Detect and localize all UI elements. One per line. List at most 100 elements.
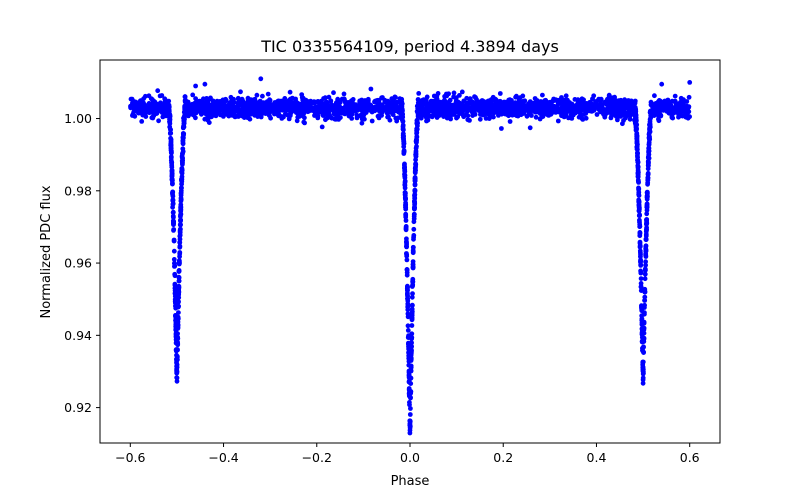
data-point: [568, 112, 574, 118]
data-point: [324, 102, 329, 108]
data-point: [635, 174, 641, 180]
data-point: [488, 109, 494, 114]
data-point: [234, 107, 240, 113]
data-point: [404, 267, 410, 272]
y-tick-label: 0.96: [64, 256, 92, 271]
data-point: [408, 395, 413, 401]
data-point: [451, 90, 457, 96]
x-axis-ticks: −0.6 −0.4 −0.2 0.0 0.2 0.4 0.6: [115, 443, 700, 465]
data-point: [178, 212, 183, 218]
data-point: [414, 126, 420, 132]
data-point: [640, 380, 646, 386]
chart-title: TIC 0335564109, period 4.3894 days: [260, 37, 559, 56]
data-point: [409, 316, 415, 322]
data-point: [501, 99, 507, 105]
data-point: [405, 285, 410, 290]
data-point: [636, 185, 641, 191]
data-point: [170, 202, 176, 207]
data-point: [620, 105, 625, 111]
data-point: [175, 336, 181, 341]
x-tick-label: 0.2: [493, 450, 513, 465]
data-point: [254, 92, 260, 98]
data-point: [627, 116, 633, 122]
data-point: [644, 227, 649, 232]
data-point: [349, 101, 354, 107]
data-point: [643, 233, 649, 239]
data-point: [414, 131, 419, 136]
data-point: [596, 96, 602, 102]
data-point: [643, 259, 648, 265]
data-point: [642, 271, 648, 277]
data-point: [477, 116, 483, 122]
data-point: [474, 106, 480, 112]
data-point: [394, 103, 399, 109]
data-point: [632, 105, 638, 110]
data-point: [648, 108, 653, 114]
data-point: [299, 92, 305, 97]
data-point: [323, 110, 329, 116]
data-point: [406, 370, 412, 375]
data-point: [368, 86, 374, 92]
data-point: [386, 114, 391, 120]
data-point: [174, 347, 179, 352]
data-point: [638, 281, 644, 286]
data-point: [635, 147, 640, 152]
data-point: [395, 107, 400, 112]
data-point: [408, 406, 413, 411]
data-point: [403, 203, 408, 208]
y-axis-ticks: 0.92 0.94 0.96 0.98 1.00: [64, 111, 100, 415]
data-point: [174, 362, 180, 368]
data-point: [345, 105, 350, 111]
data-point: [361, 112, 367, 118]
data-point: [385, 108, 390, 114]
data-point: [412, 166, 418, 171]
data-point: [637, 223, 643, 229]
data-point: [457, 93, 462, 98]
data-point: [176, 261, 182, 267]
data-point: [206, 120, 212, 125]
data-point: [176, 278, 182, 284]
data-point: [499, 126, 504, 131]
data-point: [563, 93, 569, 99]
data-point: [641, 320, 647, 326]
data-point: [642, 276, 648, 282]
data-point: [177, 227, 183, 233]
data-point: [643, 252, 649, 258]
data-point: [633, 108, 639, 114]
data-point: [294, 118, 300, 124]
data-point: [551, 96, 557, 102]
data-point: [575, 104, 581, 110]
data-point: [337, 100, 343, 105]
data-point: [386, 100, 391, 106]
data-point: [403, 191, 408, 196]
data-point: [514, 109, 519, 115]
data-point: [199, 101, 205, 107]
data-point: [411, 236, 416, 242]
data-point: [168, 154, 174, 160]
data-point: [636, 191, 642, 197]
data-point: [167, 131, 173, 136]
data-point: [637, 219, 642, 225]
data-point: [441, 114, 446, 119]
data-point: [639, 316, 645, 322]
data-point: [410, 282, 416, 288]
data-point: [632, 99, 638, 105]
data-point: [480, 112, 486, 118]
data-point: [176, 269, 182, 274]
data-point: [265, 102, 270, 108]
data-point: [172, 297, 178, 302]
data-point: [416, 91, 422, 96]
data-point: [552, 109, 557, 115]
data-point: [621, 118, 626, 123]
data-point: [287, 98, 293, 104]
data-point: [638, 258, 643, 264]
data-point: [472, 112, 478, 117]
data-point: [410, 265, 416, 271]
data-point: [293, 99, 299, 104]
data-point: [222, 101, 227, 107]
data-point: [154, 103, 159, 108]
data-point: [647, 125, 653, 131]
data-point: [539, 102, 545, 107]
data-point: [238, 89, 243, 95]
data-point: [172, 264, 177, 269]
